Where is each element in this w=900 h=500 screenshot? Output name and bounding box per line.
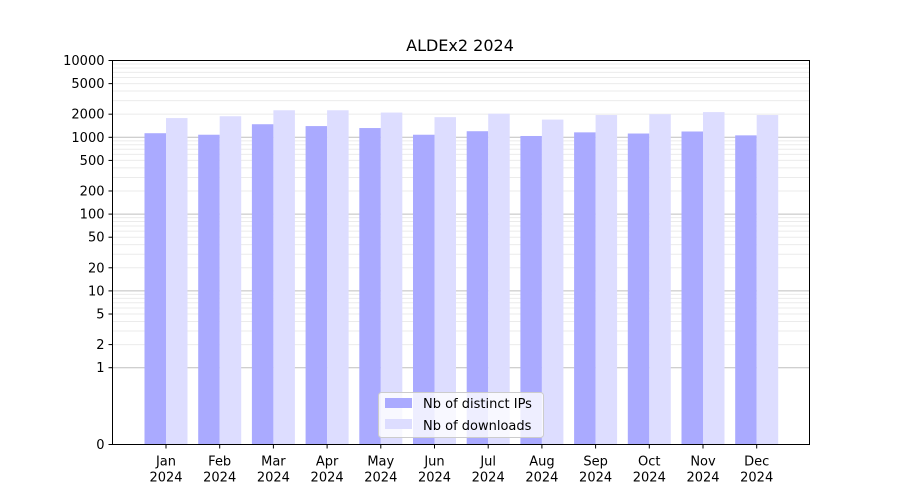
y-axis: 0 1 2 5 10 20 50 100 200 500 1000 2000 5000 10000	[63, 54, 113, 453]
x-tick-label-year: 2024	[525, 471, 558, 486]
x-tick-label-year: 2024	[149, 471, 182, 486]
x-tick-label-year: 2024	[203, 471, 236, 486]
x-tick-label-year: 2024	[257, 471, 290, 486]
bar-downloads	[595, 115, 618, 445]
y-tick-label: 20	[88, 261, 105, 276]
bar-downloads	[166, 118, 188, 445]
y-tick-label: 0	[96, 438, 104, 453]
bar-downloads	[649, 114, 671, 445]
legend: Nb of distinct IPs Nb of downloads	[378, 392, 544, 438]
bar-downloads	[703, 112, 725, 445]
bar-distinct-ips	[359, 128, 381, 445]
x-tick-label-month: Jun	[423, 455, 444, 470]
bar-distinct-ips	[144, 133, 166, 445]
legend-swatch-downloads	[385, 419, 412, 429]
x-tick-label-month: Apr	[316, 455, 339, 470]
bar-downloads	[273, 110, 295, 445]
x-tick-label-year: 2024	[364, 471, 397, 486]
y-tick-label: 2	[96, 338, 104, 353]
y-tick-label: 10000	[63, 54, 104, 69]
bar-distinct-ips	[466, 131, 489, 445]
x-tick-label-month: May	[367, 455, 394, 470]
x-tick-label-month: Feb	[208, 455, 231, 470]
bar-distinct-ips	[574, 132, 596, 445]
y-tick-label: 5	[96, 308, 104, 323]
y-tick-label: 200	[80, 184, 105, 199]
x-tick-label-year: 2024	[633, 471, 666, 486]
y-tick-label: 1000	[71, 131, 104, 146]
x-tick-label-month: Oct	[638, 455, 660, 470]
y-tick-label: 50	[88, 231, 105, 246]
bar-distinct-ips	[198, 134, 220, 445]
bar-downloads	[434, 117, 456, 445]
legend-label-downloads: Nb of downloads	[423, 419, 532, 434]
y-tick-label: 2000	[71, 108, 104, 123]
bar-downloads	[327, 110, 349, 445]
y-tick-label: 5000	[71, 77, 104, 92]
chart-title: ALDEx2 2024	[406, 36, 514, 55]
x-tick-label-month: Jan	[155, 455, 176, 470]
y-tick-label: 10	[88, 284, 105, 299]
bar-distinct-ips	[413, 134, 435, 445]
x-tick-label-year: 2024	[579, 471, 612, 486]
y-tick-label: 1	[96, 361, 104, 376]
bar-downloads	[541, 119, 564, 445]
bar-distinct-ips	[251, 124, 274, 445]
bar-downloads	[219, 116, 242, 445]
legend-swatch-distinct-ips	[385, 398, 412, 408]
x-tick-label-year: 2024	[311, 471, 344, 486]
x-tick-label-month: Nov	[690, 455, 716, 470]
bar-downloads	[488, 113, 510, 445]
bar-downloads	[380, 112, 403, 445]
bar-distinct-ips	[305, 126, 328, 445]
plot-frame	[112, 60, 810, 445]
x-tick-label-month: Jul	[479, 455, 496, 470]
bar-distinct-ips	[520, 135, 542, 445]
bar-distinct-ips	[681, 131, 703, 445]
x-tick-label-year: 2024	[418, 471, 451, 486]
x-tick-label-month: Mar	[261, 455, 286, 470]
x-axis: Jan2024Feb2024Mar2024Apr2024May2024Jun20…	[149, 444, 773, 486]
bars	[144, 110, 779, 445]
x-tick-label-month: Sep	[583, 455, 608, 470]
x-tick-label-month: Dec	[744, 455, 769, 470]
x-tick-label-year: 2024	[686, 471, 719, 486]
x-tick-label-year: 2024	[472, 471, 505, 486]
y-tick-label: 100	[80, 208, 105, 223]
legend-box	[378, 392, 544, 438]
legend-label-distinct-ips: Nb of distinct IPs	[423, 397, 532, 412]
x-tick-label-month: Aug	[529, 455, 554, 470]
x-tick-label-year: 2024	[740, 471, 773, 486]
bar-downloads	[756, 115, 779, 445]
bar-distinct-ips	[627, 133, 650, 445]
bar-distinct-ips	[735, 135, 757, 445]
y-tick-label: 500	[80, 154, 105, 169]
